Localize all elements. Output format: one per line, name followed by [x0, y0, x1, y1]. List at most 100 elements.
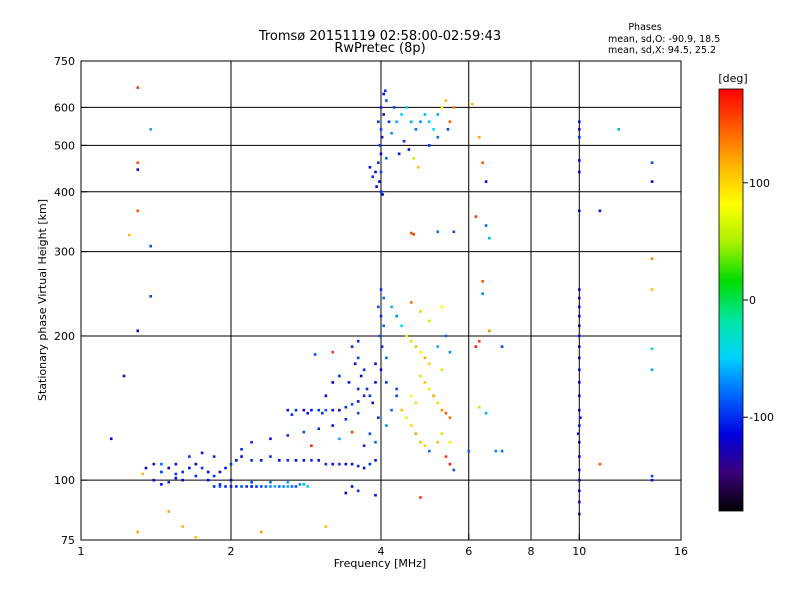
data-point: [577, 424, 581, 427]
data-point: [206, 470, 210, 474]
data-point: [376, 305, 380, 309]
x-tick-label: 8: [528, 545, 535, 558]
y-tick-label: 300: [54, 246, 75, 259]
y-axis: 75 100 200 300 400 500 600 750: [54, 55, 87, 547]
data-point: [356, 387, 360, 391]
data-point: [250, 485, 253, 488]
data-point: [374, 381, 377, 384]
data-point: [324, 408, 328, 412]
data-point: [395, 120, 398, 124]
data-point: [577, 381, 581, 384]
data-point: [650, 288, 654, 291]
data-point: [259, 485, 263, 488]
data-point: [149, 128, 153, 131]
data-point: [414, 345, 418, 348]
data-point: [212, 455, 216, 458]
data-point: [577, 368, 581, 372]
data-point: [409, 424, 413, 427]
data-point: [379, 368, 383, 372]
data-point: [350, 462, 354, 466]
data-point: [194, 462, 198, 466]
y-tick-label: 400: [54, 186, 75, 199]
phase-stats-x: mean, sd,X: 94.5, 25.2: [608, 45, 716, 56]
data-point: [379, 128, 383, 131]
data-point: [174, 476, 178, 480]
data-point: [409, 394, 413, 398]
data-point: [362, 368, 366, 372]
data-point: [448, 120, 452, 124]
data-point: [452, 106, 456, 109]
data-point: [344, 491, 348, 495]
data-point: [412, 156, 415, 160]
data-point: [444, 455, 448, 458]
colorbar-gradient: [718, 88, 744, 512]
y-tick-label: 200: [54, 330, 75, 343]
data-point: [494, 449, 498, 453]
data-point: [174, 462, 178, 466]
data-point: [400, 324, 403, 328]
data-point: [400, 408, 403, 412]
data-point: [302, 408, 306, 412]
phase-stats-heading: Phases: [628, 22, 661, 33]
data-point: [229, 485, 233, 488]
data-point: [577, 394, 581, 398]
data-point: [500, 345, 504, 348]
data-point: [380, 345, 384, 348]
data-point: [200, 451, 204, 455]
data-point: [484, 180, 488, 183]
data-point: [405, 334, 408, 338]
data-point: [136, 86, 140, 89]
data-point: [350, 485, 354, 488]
data-point: [152, 478, 156, 482]
data-point: [577, 159, 581, 162]
data-point: [478, 135, 481, 139]
data-point: [255, 485, 258, 488]
data-point: [362, 466, 366, 470]
data-point: [167, 480, 171, 484]
data-point: [577, 440, 581, 444]
data-point: [650, 347, 654, 351]
data-point: [481, 161, 485, 164]
data-point: [286, 459, 290, 462]
data-point: [302, 483, 306, 486]
data-point: [598, 462, 602, 466]
data-point: [224, 466, 227, 470]
data-point: [577, 512, 581, 516]
x-tick-label: 6: [465, 545, 472, 558]
data-point: [331, 462, 335, 466]
data-point: [200, 466, 204, 470]
data-point: [474, 345, 478, 348]
data-point: [371, 401, 375, 405]
data-point: [481, 292, 485, 296]
data-point: [286, 480, 290, 484]
data-point: [650, 161, 654, 164]
data-points: [109, 86, 654, 539]
data-point: [356, 464, 360, 468]
data-point: [194, 474, 198, 478]
data-point: [356, 356, 360, 360]
data-point: [250, 440, 253, 444]
y-tick-label: 100: [54, 474, 75, 487]
data-point: [577, 170, 581, 174]
data-point: [474, 215, 478, 218]
data-point: [577, 468, 581, 472]
data-point: [577, 314, 581, 318]
data-point: [427, 144, 431, 147]
x-tick-label: 2: [228, 545, 235, 558]
data-point: [577, 408, 581, 412]
data-point: [302, 430, 306, 434]
data-point: [577, 135, 581, 139]
data-point: [423, 113, 427, 116]
data-point: [577, 128, 581, 131]
x-tick-label: 4: [378, 545, 385, 558]
data-point: [414, 432, 418, 436]
data-point: [436, 135, 440, 139]
data-point: [282, 485, 285, 488]
data-point: [382, 92, 385, 96]
data-point: [392, 106, 396, 109]
data-point: [577, 489, 581, 493]
data-point: [194, 535, 198, 539]
y-tick-label: 750: [54, 55, 75, 68]
data-point: [321, 411, 324, 415]
data-point: [385, 156, 388, 160]
